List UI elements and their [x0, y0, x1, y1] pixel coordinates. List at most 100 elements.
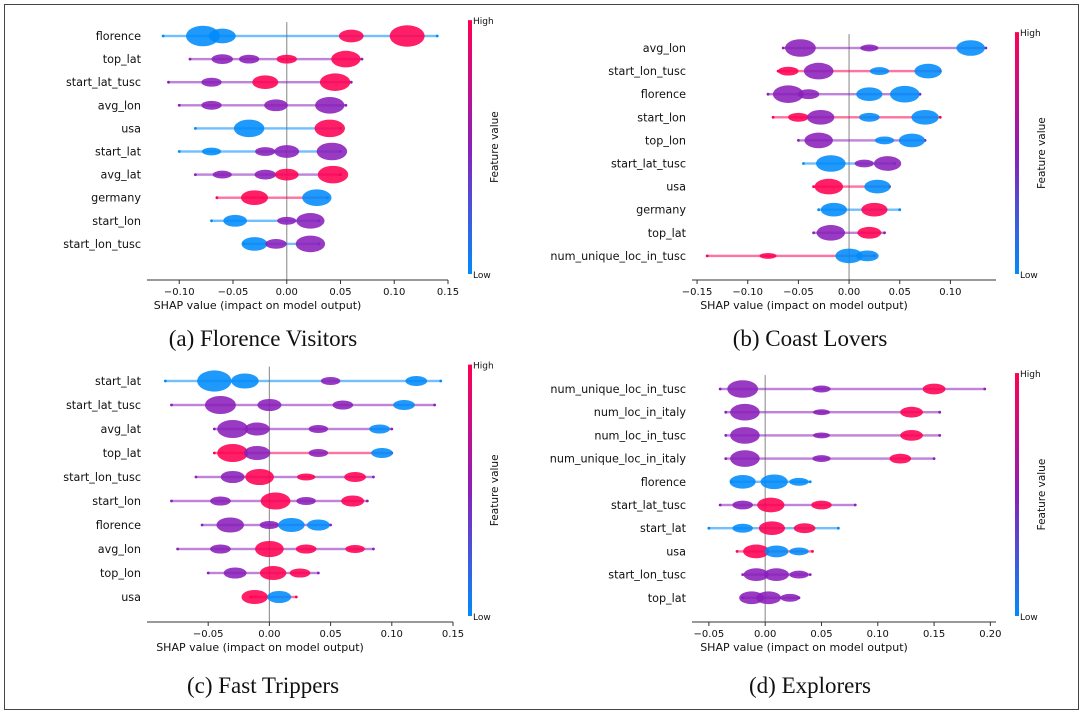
- violin-blob: [208, 28, 236, 44]
- violin-blob: [371, 447, 393, 459]
- violin-blob: [217, 419, 249, 439]
- violin-endpoint: [372, 475, 375, 479]
- violin-blob: [257, 398, 282, 412]
- feature-label: num_unique_loc_in_tusc: [550, 383, 686, 396]
- figure-frame: [4, 4, 1079, 710]
- colorbar-high-label: High: [1020, 29, 1041, 39]
- violin-blob: [302, 189, 332, 206]
- violin-blob: [296, 212, 325, 229]
- violin-blob: [244, 422, 270, 436]
- colorbar: [468, 364, 472, 616]
- violin-band: [214, 451, 392, 455]
- violin-band: [165, 379, 441, 383]
- feature-label: start_lat: [95, 146, 142, 159]
- violin-endpoint: [193, 126, 197, 130]
- violin-blob: [889, 85, 920, 103]
- x-tick-label: −0.15: [682, 287, 713, 298]
- violin-band: [768, 93, 920, 96]
- feature-label: avg_lat: [100, 169, 141, 182]
- violin-blob: [185, 25, 220, 47]
- violin-blob: [306, 519, 330, 531]
- violin-endpoint: [200, 523, 204, 527]
- violin-blob: [743, 544, 770, 559]
- violin-blob: [223, 567, 247, 579]
- violin-endpoint: [724, 410, 728, 414]
- violin-endpoint: [206, 571, 210, 575]
- violin-endpoint: [349, 80, 353, 84]
- violin-blob: [274, 168, 299, 181]
- colorbar-low-label: Low: [473, 271, 491, 281]
- violin-blob: [780, 593, 800, 602]
- violin-blob: [296, 496, 316, 506]
- violin-band: [803, 162, 895, 165]
- colorbar-low-label: Low: [1020, 271, 1038, 281]
- feature-label: start_lon_tusc: [608, 569, 686, 582]
- violin-blob: [816, 155, 846, 172]
- violin-blob: [730, 403, 760, 421]
- violin-blob: [223, 214, 248, 227]
- feature-label: top_lat: [103, 53, 142, 66]
- violin-endpoint: [215, 196, 219, 200]
- violin-endpoint: [724, 434, 728, 437]
- x-tick-label: 0.05: [810, 629, 832, 640]
- feature-label: start_lat_tusc: [611, 499, 686, 512]
- panel-4: num_unique_loc_in_tusc num_loc_in_italynu…: [550, 370, 1048, 698]
- violin-band: [195, 127, 341, 130]
- feature-label: num_loc_in_italy: [594, 406, 687, 419]
- feature-label: start_lon_tusc: [63, 238, 141, 251]
- violin-blob: [264, 99, 288, 112]
- violin-blob: [812, 385, 831, 393]
- violin-endpoint: [718, 503, 722, 507]
- violin-band: [725, 434, 940, 437]
- x-tick-label: −0.10: [732, 287, 763, 298]
- x-tick-label: 0.05: [889, 287, 911, 298]
- feature-label: start_lat_tusc: [611, 158, 686, 171]
- violin-endpoint: [766, 92, 770, 96]
- violin-blob: [778, 66, 799, 76]
- violin-endpoint: [163, 379, 167, 383]
- feature-label: florence: [641, 476, 686, 489]
- feature-label: start_lon: [92, 495, 141, 508]
- violin-endpoint: [390, 427, 394, 431]
- violin-endpoint: [808, 573, 812, 576]
- violin-blob: [296, 473, 316, 481]
- violin-blob: [874, 136, 895, 145]
- feature-label: top_lon: [645, 134, 686, 147]
- x-tick-label: 0.10: [383, 287, 405, 298]
- feature-label: top_lat: [648, 227, 687, 240]
- violin-blob: [730, 427, 760, 444]
- violin-blob: [259, 520, 280, 530]
- x-axis-label: SHAP value (impact on model output): [156, 641, 364, 654]
- violin-endpoint: [724, 457, 728, 460]
- violin-blob: [764, 545, 789, 558]
- violin-blob: [274, 145, 300, 158]
- violin-blob: [789, 477, 809, 486]
- violin-blob: [295, 235, 326, 253]
- violin-blob: [220, 470, 245, 484]
- violin-blob: [314, 119, 345, 138]
- feature-label: germany: [91, 192, 141, 205]
- colorbar-high-label: High: [1020, 370, 1041, 380]
- panel-2: avg_lon start_lon_tusc florence start_lonto…: [550, 29, 1048, 351]
- violin-blob: [812, 432, 831, 439]
- panel-caption: (a) Florence Visitors: [169, 326, 358, 351]
- violin-endpoint: [170, 499, 173, 503]
- violin-blob: [255, 540, 284, 558]
- violin-band: [216, 196, 328, 199]
- feature-label: florence: [641, 88, 686, 101]
- violin-blob: [245, 468, 274, 486]
- violin-blob: [732, 500, 753, 510]
- violin-blob: [869, 67, 890, 76]
- violin-endpoint: [836, 526, 840, 530]
- violin-blob: [743, 568, 769, 581]
- violin-blob: [759, 252, 777, 259]
- violin-blob: [864, 179, 891, 194]
- violin-blob: [922, 383, 946, 395]
- violin-endpoint: [797, 139, 800, 142]
- violin-endpoint: [984, 46, 988, 50]
- violin-blob: [812, 455, 831, 463]
- violin-endpoint: [329, 523, 332, 527]
- feature-label: start_lon_tusc: [608, 65, 686, 78]
- violin-endpoint: [176, 547, 180, 551]
